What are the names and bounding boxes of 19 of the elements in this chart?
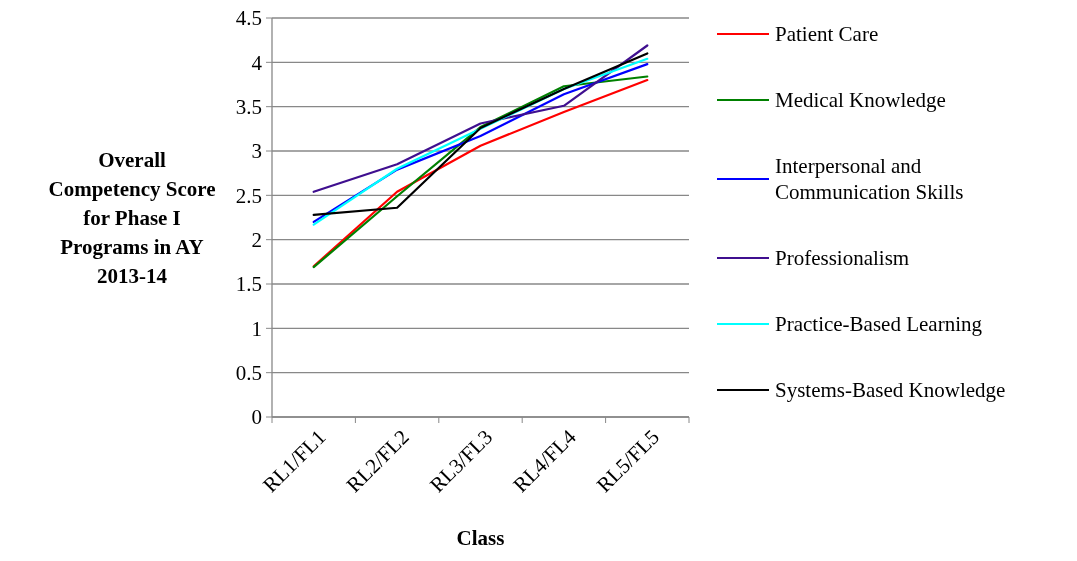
y-tick-label: 3.5: [235, 95, 262, 120]
line-series: [312, 44, 649, 193]
legend-label: Professionalism: [775, 246, 910, 271]
legend-label: Systems-Based Knowledge: [775, 378, 1006, 403]
legend-label: Practice-Based Learning: [775, 312, 983, 337]
y-tick-label: 1: [251, 316, 262, 341]
y-tick-label: 1.5: [235, 272, 262, 297]
y-tick-label: 3: [251, 139, 262, 164]
y-tick-label: 2: [251, 228, 262, 253]
y-tick-label: 4.5: [235, 6, 262, 31]
legend-label: Interpersonal and Communication Skills: [775, 154, 964, 205]
legend-label: Medical Knowledge: [775, 88, 946, 113]
y-tick-label: 4: [251, 50, 263, 75]
legend-label: Patient Care: [775, 22, 879, 47]
y-tick-label: 0.5: [235, 361, 262, 386]
x-axis-title: Class: [456, 526, 505, 550]
y-tick-label: 2.5: [235, 183, 262, 208]
y-axis-title: Overall Competency Score for Phase I Programs in AY 2013-14: [48, 147, 216, 288]
y-tick-label: 0: [251, 405, 262, 430]
